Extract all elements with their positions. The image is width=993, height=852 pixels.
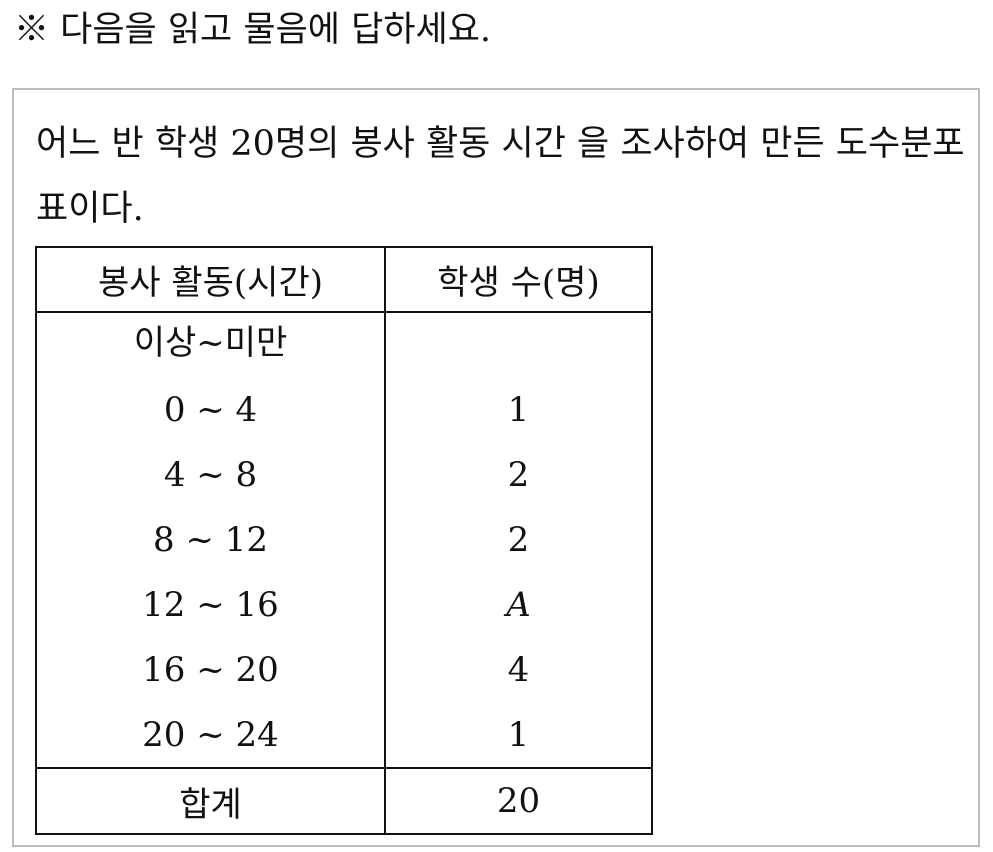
table-header-row: 봉사 활동(시간) 학생 수(명) bbox=[35, 246, 653, 313]
header-students: 학생 수(명) bbox=[384, 246, 653, 313]
range-cell: 16 ~ 20 bbox=[35, 637, 386, 702]
range-subheader: 이상~미만 bbox=[35, 312, 386, 377]
count-cell: 1 bbox=[384, 702, 653, 768]
table-row: 8 ~ 12 2 bbox=[35, 507, 653, 572]
range-cell: 20 ~ 24 bbox=[35, 702, 386, 768]
count-cell: A bbox=[384, 572, 653, 637]
problem-box: 어느 반 학생 20명의 봉사 활동 시간 을 조사하여 만든 도수분포표이다.… bbox=[12, 88, 980, 847]
problem-text: 어느 반 학생 20명의 봉사 활동 시간 을 조사하여 만든 도수분포표이다. bbox=[36, 124, 965, 229]
count-cell: 2 bbox=[384, 507, 653, 572]
table-row: 12 ~ 16 A bbox=[35, 572, 653, 637]
total-value: 20 bbox=[384, 767, 653, 835]
instruction: ※ 다음을 읽고 물음에 답하세요. bbox=[14, 10, 492, 50]
count-cell: 2 bbox=[384, 442, 653, 507]
count-cell: 4 bbox=[384, 637, 653, 702]
total-label: 합계 bbox=[35, 767, 386, 835]
range-cell: 8 ~ 12 bbox=[35, 507, 386, 572]
table-total-row: 합계 20 bbox=[35, 767, 653, 835]
table-subheader-row: 이상~미만 bbox=[35, 312, 653, 377]
range-cell: 4 ~ 8 bbox=[35, 442, 386, 507]
table-row: 16 ~ 20 4 bbox=[35, 637, 653, 702]
table-row: 20 ~ 24 1 bbox=[35, 702, 653, 768]
empty-cell bbox=[384, 312, 653, 377]
header-hours: 봉사 활동(시간) bbox=[35, 246, 386, 313]
range-cell: 12 ~ 16 bbox=[35, 572, 386, 637]
range-cell: 0 ~ 4 bbox=[35, 377, 386, 442]
count-cell: 1 bbox=[384, 377, 653, 442]
